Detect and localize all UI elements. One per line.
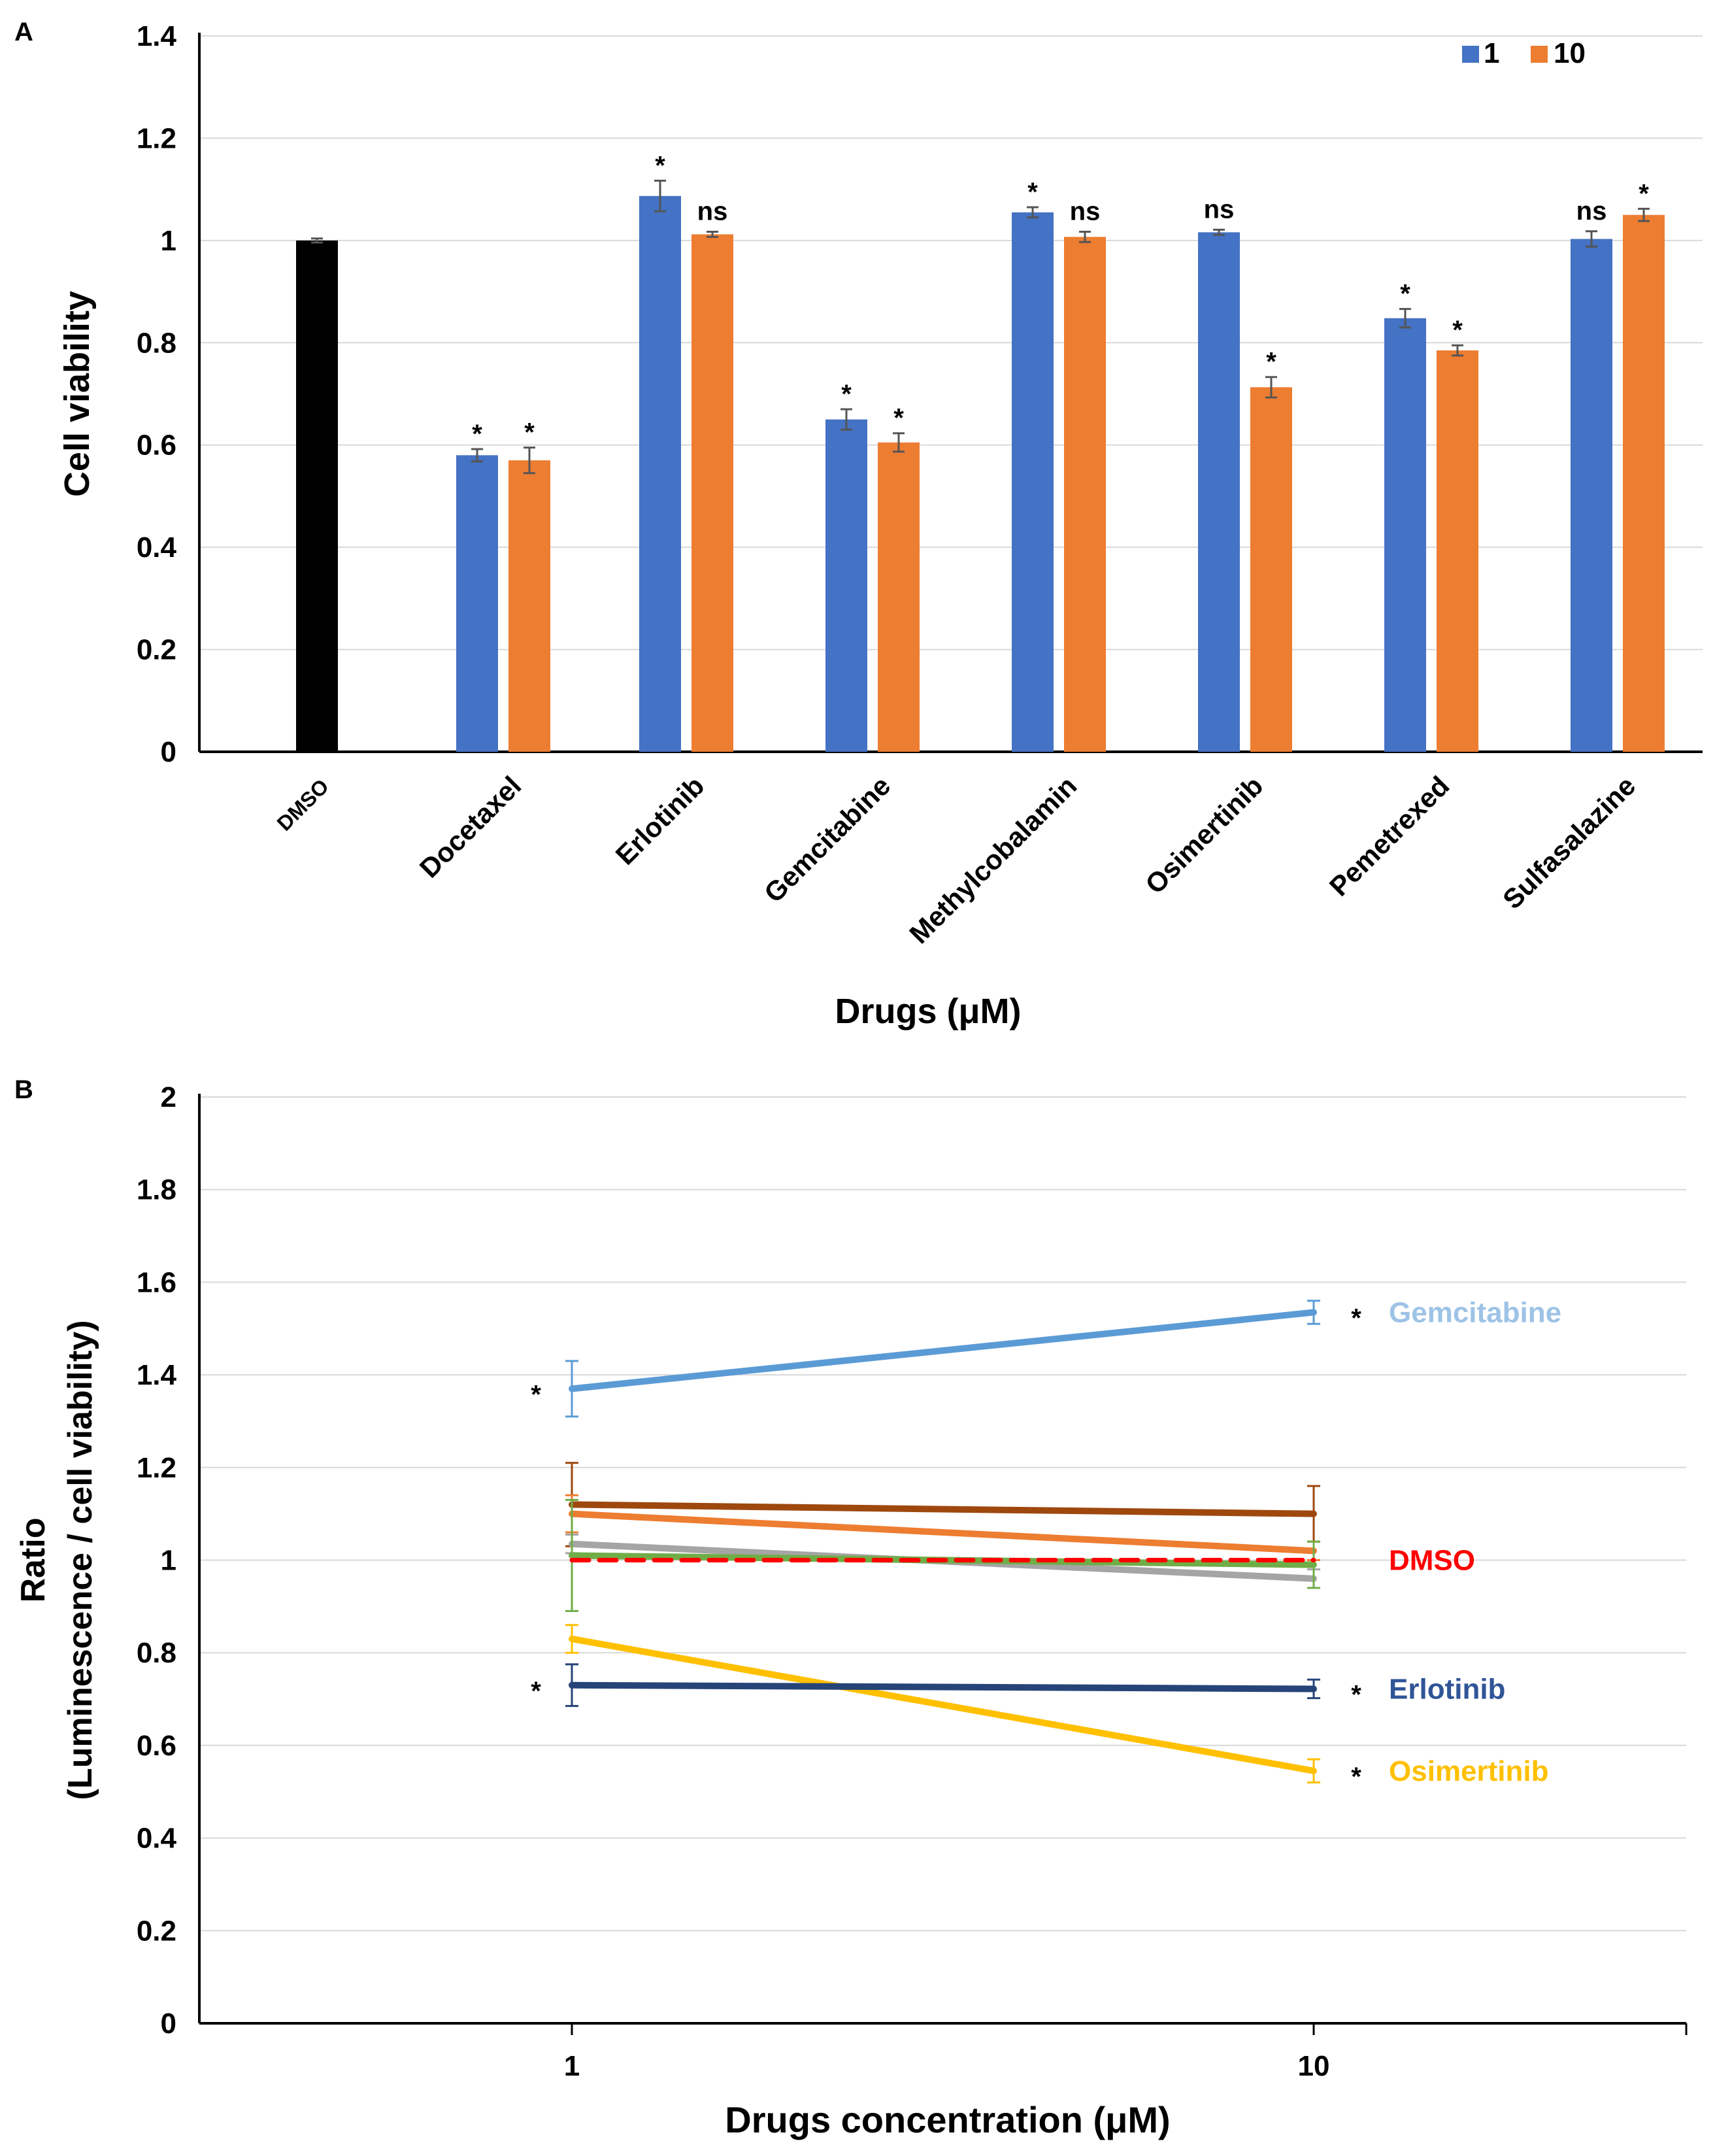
y-axis-title-line2: (Luminescence / cell viability) (61, 1320, 99, 1800)
y-tick-label: 1 (161, 225, 176, 257)
significance-label: * (1351, 1304, 1361, 1332)
y-tick-label: 0.8 (137, 1637, 176, 1669)
significance-label: * (893, 404, 904, 433)
y-tick-label: 0.4 (137, 1823, 177, 1855)
y-tick-label: 1.4 (137, 1359, 177, 1391)
significance-label: * (1351, 1762, 1361, 1791)
significance-label: * (524, 418, 535, 447)
bar (1437, 350, 1478, 752)
x-tick-label: Docetaxel (414, 770, 527, 884)
series-label: Gemcitabine (1389, 1296, 1561, 1328)
y-tick-label: 0.6 (137, 430, 176, 462)
series-line (569, 1681, 1317, 1693)
x-axis-title: Drugs concentration (μM) (725, 2099, 1170, 2140)
bar (1623, 214, 1665, 752)
significance-label: * (531, 1677, 541, 1706)
x-axis-title: Drugs (μM) (835, 992, 1021, 1031)
bar (1198, 232, 1240, 752)
panel-b-line-chart: 0 0.2 0.4 0.6 0.8 1 1.2 1.4 1.6 1.8 2 1 10 Ratio (Lumi… (14, 1081, 1688, 2140)
y-tick-label: 1.2 (137, 1452, 176, 1484)
bar (1012, 212, 1054, 752)
x-tick-label: Sulfasalazine (1497, 770, 1641, 915)
bar-dmso (296, 240, 338, 752)
bar (1384, 318, 1426, 752)
bar (456, 455, 498, 752)
y-tick-label: 0.4 (137, 531, 177, 564)
significance-label: * (1639, 179, 1649, 208)
legend-label: 1 (1484, 37, 1499, 69)
y-tick-label: 0.8 (137, 327, 176, 359)
significance-label: * (1351, 1680, 1361, 1709)
legend-label: 10 (1554, 37, 1586, 69)
series-label: Osimertinib (1389, 1755, 1549, 1787)
bar (508, 460, 550, 752)
x-tick-label: Erlotinib (610, 770, 710, 871)
series-line (569, 1635, 1317, 1774)
legend-swatch (1462, 46, 1479, 63)
bar (878, 442, 920, 752)
bar (691, 234, 733, 752)
panel-b-label: B (14, 1075, 33, 1104)
y-axis-title-line1: Ratio (14, 1518, 52, 1603)
significance-label: * (1266, 348, 1276, 377)
panel-a-bar-chart: 0 0.2 0.4 0.6 0.8 1 1.2 1.4 Cell viability Drugs … (58, 20, 1703, 1031)
series-line (569, 1510, 1317, 1555)
significance-label: * (1452, 316, 1463, 345)
y-tick-label: 0 (161, 2008, 176, 2040)
significance-label: * (1027, 178, 1038, 207)
x-tick-label: Osimertinib (1139, 770, 1269, 900)
y-tick-label: 0.2 (137, 1915, 176, 1947)
x-tick-label: 1 (564, 2050, 580, 2082)
significance-label: * (655, 151, 665, 180)
y-tick-label: 1.6 (137, 1266, 176, 1298)
y-tick-label: 1.2 (137, 122, 176, 154)
y-tick-label: 1.4 (137, 20, 177, 52)
series-label: Erlotinib (1389, 1673, 1505, 1705)
panel-a-label: A (14, 18, 33, 46)
series-line (569, 1501, 1317, 1517)
legend-swatch (1531, 46, 1548, 63)
significance-label: * (841, 380, 852, 409)
significance-label: ns (1204, 195, 1235, 224)
y-tick-label: 1 (161, 1545, 176, 1577)
x-tick-label: DMSO (273, 774, 333, 835)
y-tick-label: 0.6 (137, 1730, 176, 1762)
bar (1250, 387, 1292, 752)
x-tick-label: Pemetrexed (1324, 770, 1456, 902)
significance-label: * (1400, 280, 1410, 309)
significance-label: ns (697, 197, 728, 226)
series-label: DMSO (1389, 1545, 1475, 1577)
y-tick-label: 0 (161, 736, 176, 768)
y-tick-label: 0.2 (137, 634, 176, 666)
y-axis-title: Cell viability (58, 291, 97, 497)
significance-label: * (472, 420, 482, 448)
bar (1571, 239, 1612, 752)
significance-label: ns (1070, 197, 1101, 226)
series-line (569, 1309, 1317, 1392)
significance-label: * (531, 1380, 541, 1409)
y-tick-label: 1.8 (137, 1174, 176, 1206)
x-tick-label: Gemcitabine (758, 770, 896, 908)
bar (825, 419, 867, 752)
x-tick-label: Methylcobalamin (903, 770, 1082, 949)
y-tick-label: 2 (161, 1081, 176, 1113)
x-tick-label: 10 (1298, 2050, 1330, 2082)
significance-label: ns (1576, 197, 1607, 226)
bar (1064, 237, 1106, 752)
bar (639, 195, 681, 752)
